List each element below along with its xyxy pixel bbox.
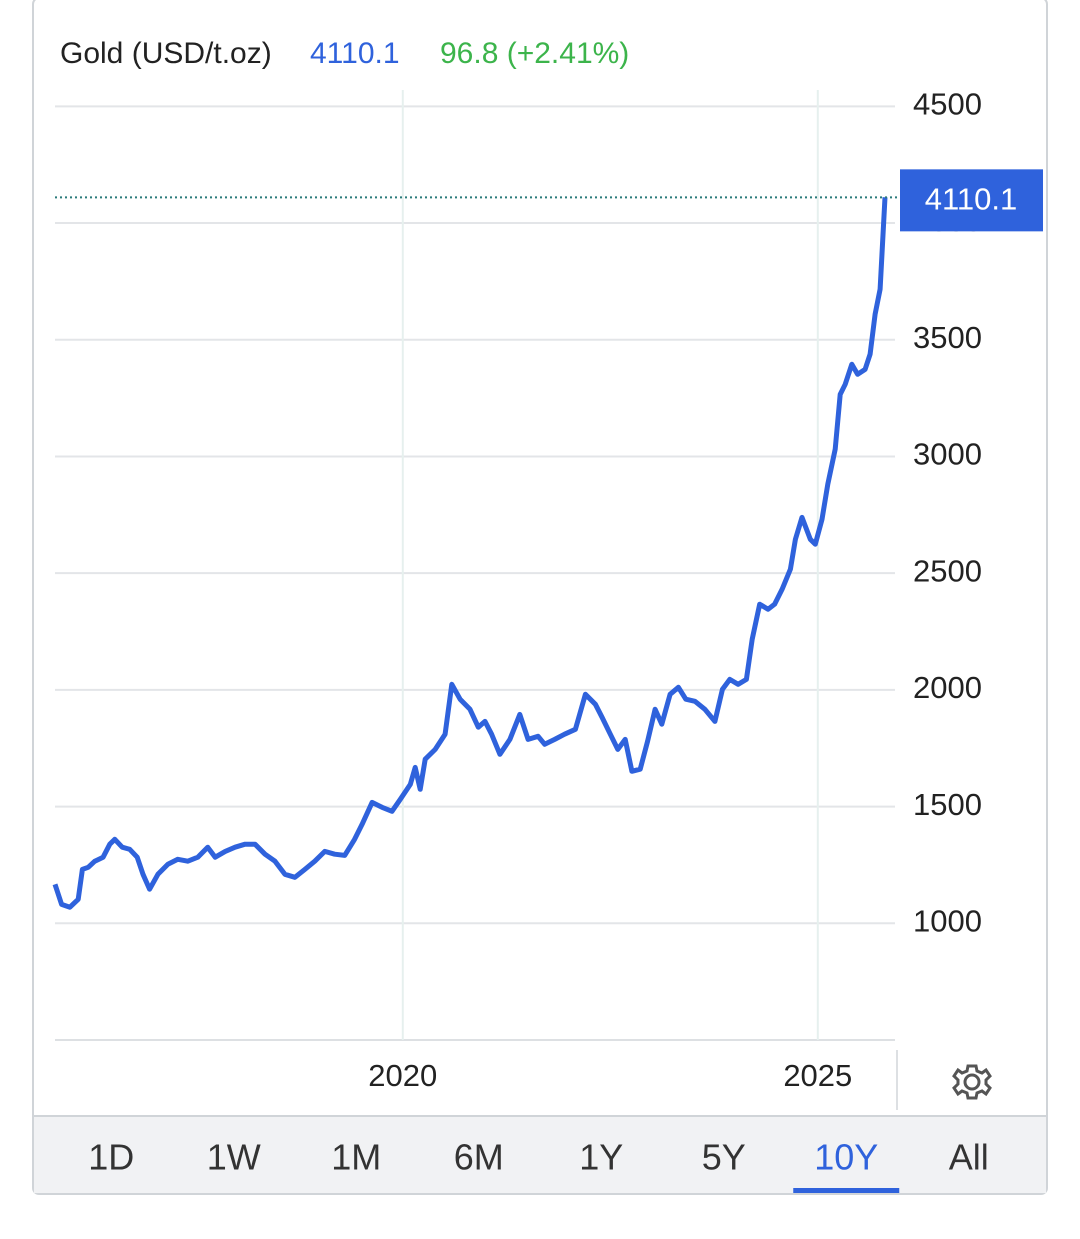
range-bar bbox=[34, 1116, 1046, 1193]
plot bbox=[52, 197, 888, 910]
change: 96.8 (+2.41%) bbox=[440, 37, 629, 70]
overlay: 4110.1 bbox=[55, 169, 1043, 232]
range-button[interactable]: 10Y bbox=[814, 1137, 878, 1178]
last-value: 4110.1 bbox=[310, 37, 400, 70]
range-button[interactable]: 1D bbox=[88, 1137, 134, 1178]
range-button[interactable]: 1W bbox=[207, 1137, 261, 1178]
range-button[interactable]: 5Y bbox=[702, 1137, 746, 1178]
grid: 1000150020002500300035004000450020202025 bbox=[55, 87, 982, 1093]
range-button[interactable]: 1M bbox=[331, 1137, 381, 1178]
y-tick-label: 4500 bbox=[913, 87, 982, 122]
x-tick-label: 2025 bbox=[783, 1058, 852, 1093]
last-value-badge-label: 4110.1 bbox=[925, 182, 1018, 217]
range-button[interactable]: All bbox=[949, 1137, 989, 1178]
chart-title: Gold (USD/t.oz) bbox=[60, 37, 272, 70]
y-tick-label: 1000 bbox=[913, 903, 982, 938]
settings-icon[interactable] bbox=[952, 1064, 992, 1100]
range-button[interactable]: 6M bbox=[454, 1137, 504, 1178]
card bbox=[32, 0, 1048, 1195]
range-button[interactable]: 1Y bbox=[579, 1137, 623, 1178]
x-tick-label: 2020 bbox=[368, 1058, 437, 1093]
range-selected-underline bbox=[793, 1188, 900, 1193]
y-tick-label: 1500 bbox=[913, 787, 982, 822]
y-tick-label: 3000 bbox=[913, 437, 982, 472]
y-tick-label: 2000 bbox=[913, 670, 982, 705]
last-value-badge bbox=[900, 169, 1043, 232]
y-tick-label: 3500 bbox=[913, 320, 982, 355]
line bbox=[52, 197, 888, 910]
y-tick-label: 2500 bbox=[913, 553, 982, 588]
